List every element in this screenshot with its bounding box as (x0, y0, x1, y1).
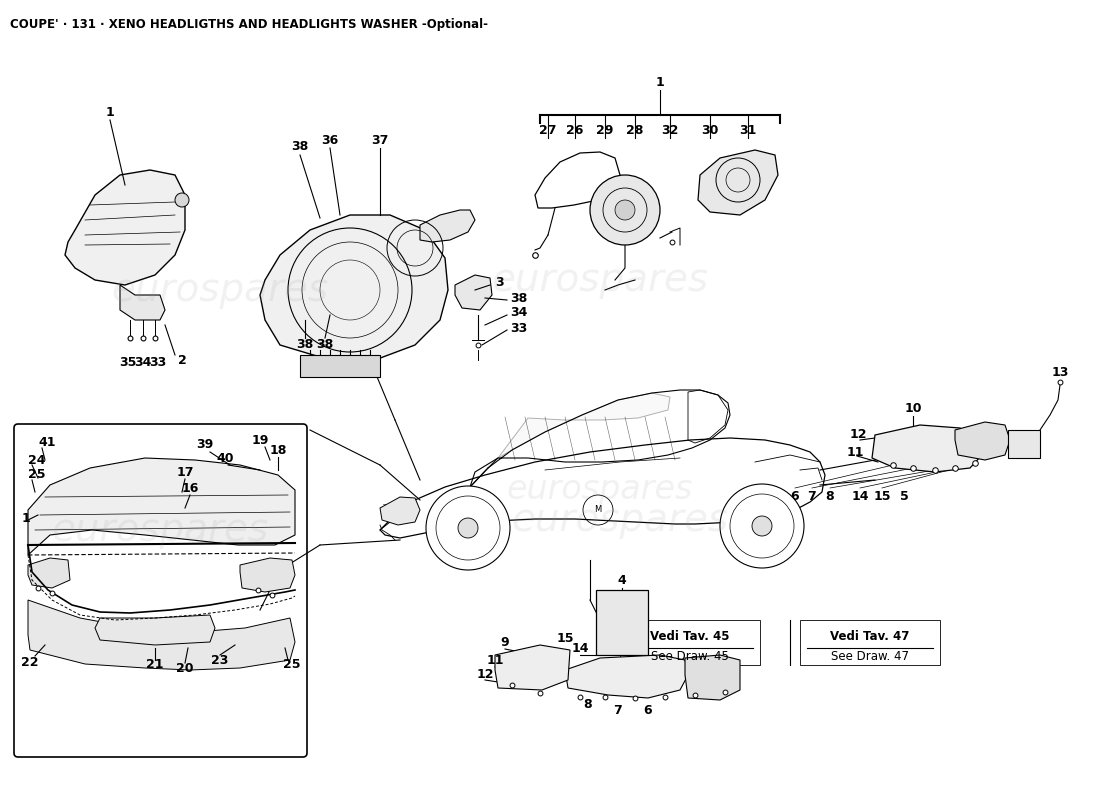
Bar (1008, 430, 1040, 458)
Text: 26: 26 (566, 123, 584, 137)
Text: 8: 8 (826, 490, 834, 502)
Text: 6: 6 (791, 490, 800, 502)
Text: 38: 38 (292, 141, 309, 154)
Text: 27: 27 (539, 123, 557, 137)
Text: 3: 3 (495, 275, 504, 289)
Polygon shape (28, 558, 70, 588)
Text: 14: 14 (851, 490, 869, 502)
Text: See Draw. 45: See Draw. 45 (651, 650, 729, 662)
Polygon shape (120, 285, 165, 320)
FancyBboxPatch shape (14, 424, 307, 757)
Bar (620, 620, 760, 665)
Text: 20: 20 (176, 662, 194, 674)
Circle shape (175, 193, 189, 207)
Text: 7: 7 (807, 490, 816, 502)
Text: Vedi Tav. 45: Vedi Tav. 45 (650, 630, 729, 643)
Text: 33: 33 (510, 322, 527, 334)
Text: 17: 17 (176, 466, 194, 478)
Text: 9: 9 (500, 637, 509, 650)
Text: 16: 16 (182, 482, 199, 494)
Text: 1: 1 (656, 77, 664, 90)
Circle shape (458, 518, 478, 538)
Text: 1: 1 (106, 106, 114, 118)
Text: 36: 36 (321, 134, 339, 146)
Polygon shape (955, 422, 1010, 460)
Text: 18: 18 (270, 443, 287, 457)
Bar (300, 355, 379, 377)
Text: 14: 14 (571, 642, 588, 654)
Text: 29: 29 (596, 123, 614, 137)
Polygon shape (685, 655, 740, 700)
Text: 15: 15 (873, 490, 891, 502)
Polygon shape (698, 150, 778, 215)
Text: 30: 30 (702, 123, 718, 137)
Polygon shape (260, 215, 448, 360)
Text: 5: 5 (900, 490, 909, 502)
Text: 11: 11 (846, 446, 864, 458)
Polygon shape (379, 497, 420, 525)
Text: 10: 10 (904, 402, 922, 414)
Polygon shape (455, 275, 492, 310)
Text: 34: 34 (510, 306, 527, 318)
Text: COUPE' · 131 · XENO HEADLIGTHS AND HEADLIGHTS WASHER -Optional-: COUPE' · 131 · XENO HEADLIGTHS AND HEADL… (10, 18, 488, 31)
Text: 12: 12 (849, 429, 867, 442)
Polygon shape (240, 558, 295, 592)
Text: 38: 38 (510, 291, 527, 305)
Text: 38: 38 (317, 338, 333, 351)
Text: 35: 35 (119, 355, 136, 369)
Circle shape (752, 516, 772, 536)
Text: Vedi Tav. 47: Vedi Tav. 47 (830, 630, 910, 643)
Polygon shape (420, 210, 475, 242)
Text: 37: 37 (372, 134, 388, 146)
Text: 33: 33 (150, 355, 166, 369)
Text: 24: 24 (28, 454, 45, 466)
Text: 21: 21 (146, 658, 164, 671)
Text: 7: 7 (613, 703, 621, 717)
Text: 15: 15 (557, 631, 574, 645)
Text: 39: 39 (197, 438, 213, 451)
Polygon shape (95, 615, 214, 645)
Text: 31: 31 (739, 123, 757, 137)
Text: 38: 38 (296, 338, 314, 351)
Circle shape (720, 484, 804, 568)
Polygon shape (565, 655, 688, 698)
Text: eurospares: eurospares (492, 261, 708, 299)
Circle shape (590, 175, 660, 245)
Text: 22: 22 (21, 655, 38, 669)
Text: 32: 32 (661, 123, 679, 137)
Text: 11: 11 (486, 654, 504, 666)
Text: 1: 1 (22, 511, 31, 525)
Bar (596, 590, 648, 655)
Text: 41: 41 (39, 435, 55, 449)
Polygon shape (498, 393, 670, 458)
Text: eurospares: eurospares (512, 501, 728, 539)
Text: 4: 4 (617, 574, 626, 586)
Text: 12: 12 (476, 669, 494, 682)
Text: M: M (594, 506, 602, 514)
Polygon shape (65, 170, 185, 285)
Text: 2: 2 (178, 354, 187, 366)
Text: 34: 34 (134, 355, 152, 369)
Circle shape (426, 486, 510, 570)
Text: 8: 8 (584, 698, 592, 710)
Text: 25: 25 (28, 469, 45, 482)
Text: 19: 19 (251, 434, 268, 446)
Polygon shape (872, 425, 982, 472)
Polygon shape (495, 645, 570, 690)
Text: 23: 23 (211, 654, 229, 666)
Text: See Draw. 47: See Draw. 47 (830, 650, 909, 662)
Text: eurospares: eurospares (111, 271, 329, 309)
Bar (800, 620, 940, 665)
Text: 13: 13 (1052, 366, 1069, 378)
Polygon shape (28, 600, 295, 670)
Text: eurospares: eurospares (507, 474, 693, 506)
Polygon shape (28, 458, 295, 555)
Circle shape (615, 200, 635, 220)
Text: 25: 25 (284, 658, 300, 671)
Text: eurospares: eurospares (52, 511, 268, 549)
Text: 6: 6 (644, 703, 652, 717)
Text: 40: 40 (217, 451, 233, 465)
Text: 28: 28 (626, 123, 644, 137)
